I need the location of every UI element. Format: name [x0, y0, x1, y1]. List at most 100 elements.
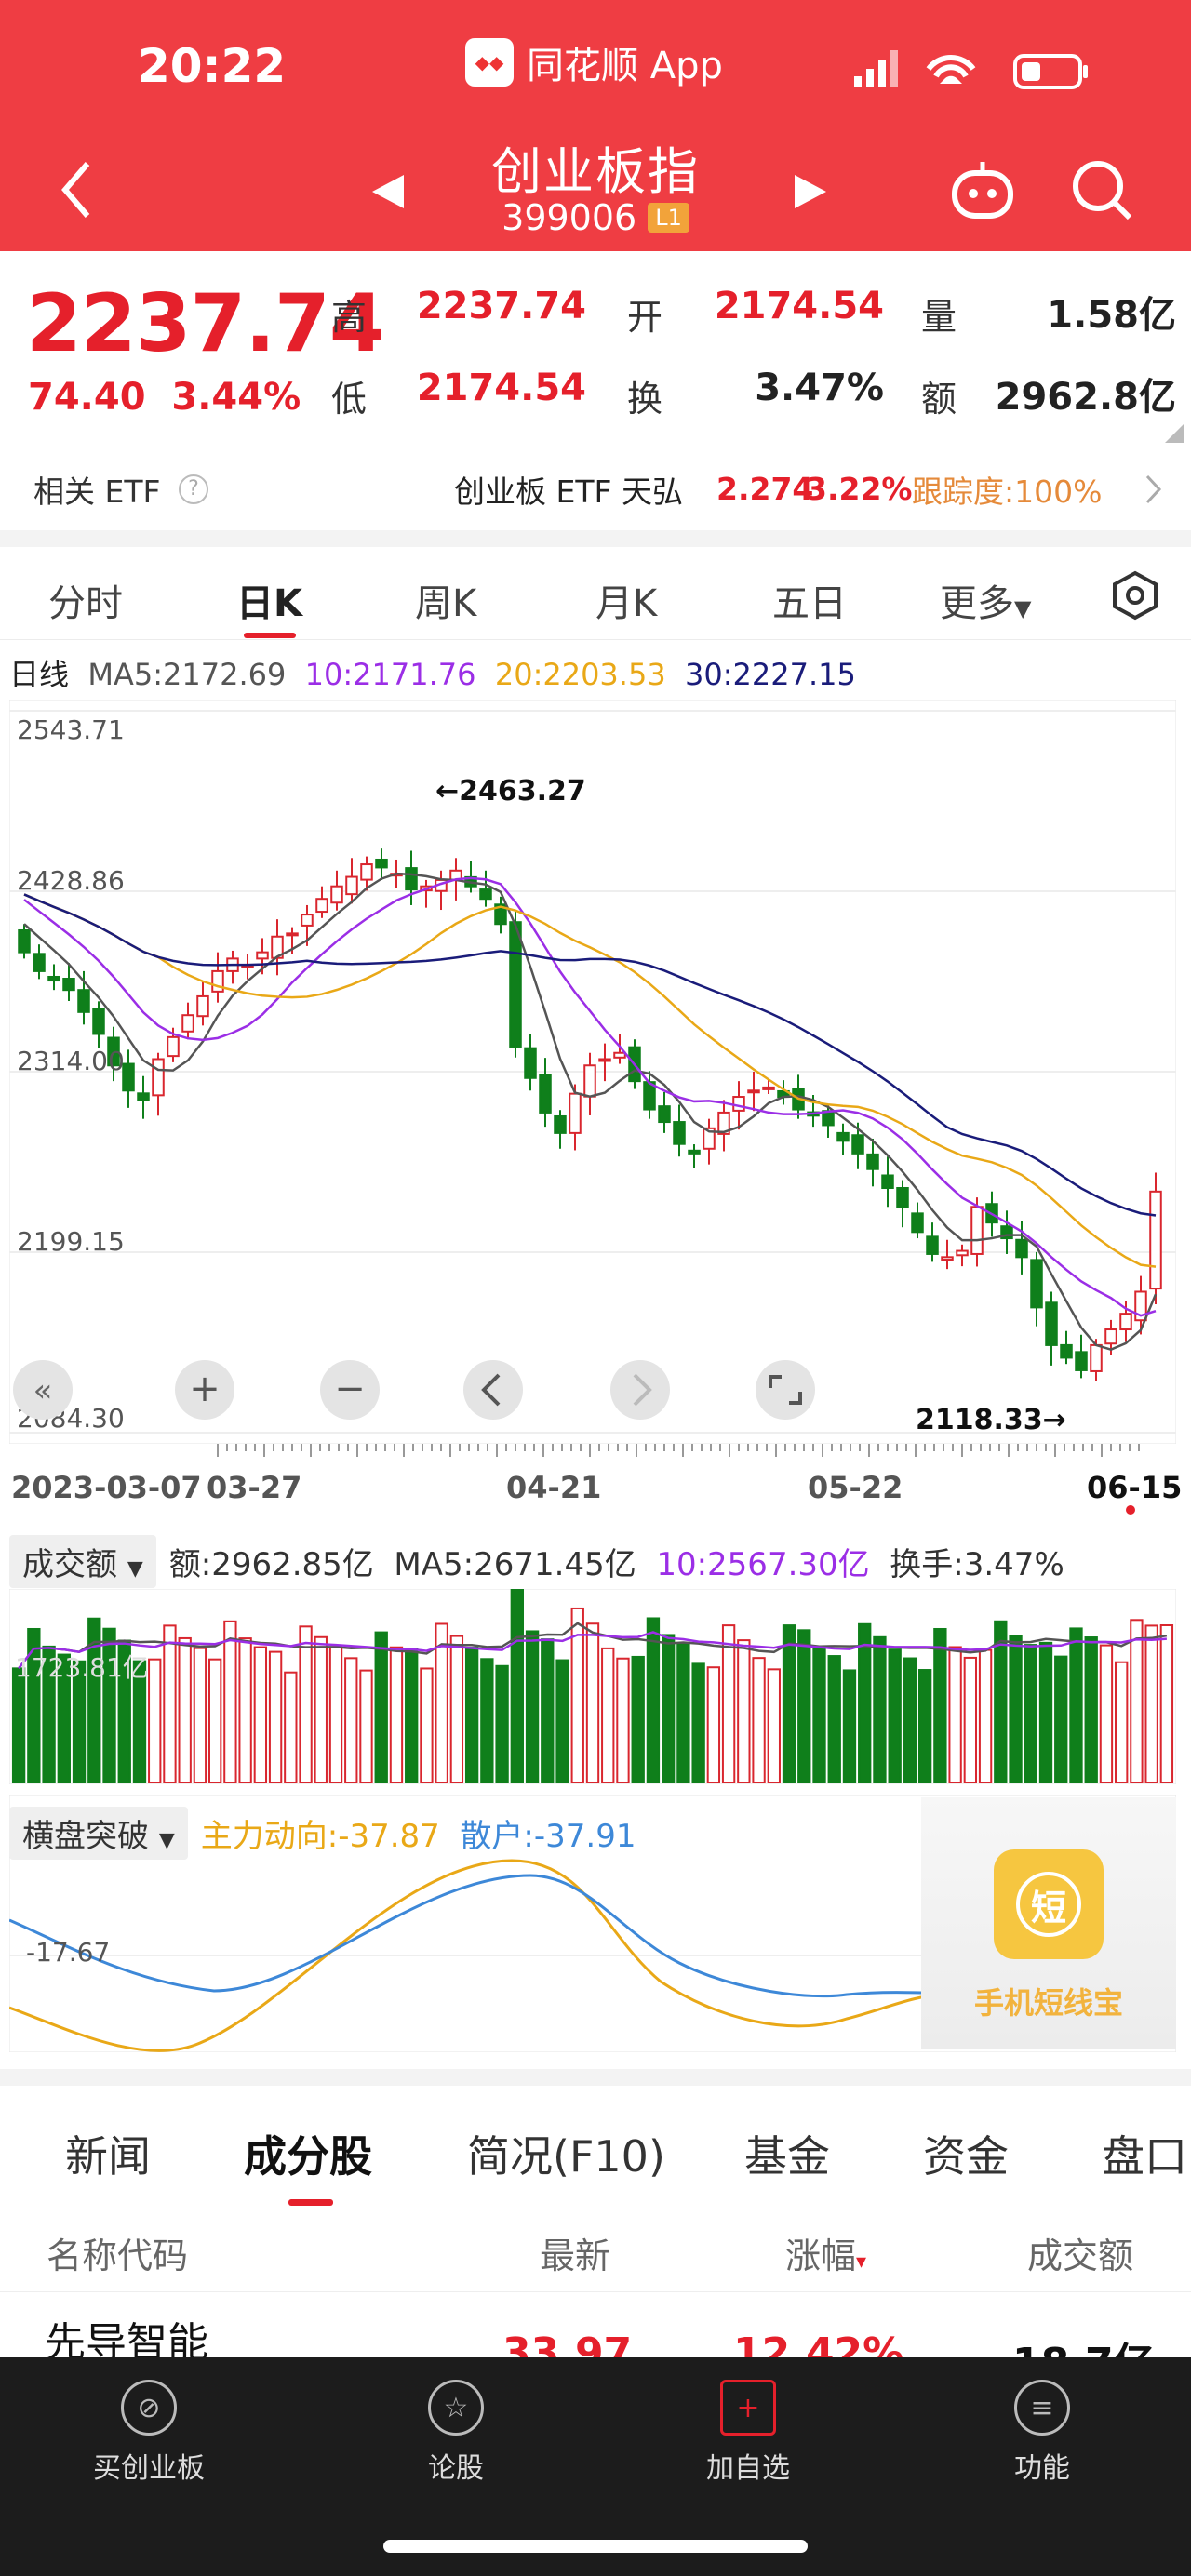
volume-bar: [148, 1658, 162, 1783]
volume-bar: [1038, 1641, 1053, 1783]
nav-add-watch[interactable]: + 加自选: [655, 2380, 841, 2486]
status-app: ◆◆ 同花顺 App: [465, 35, 723, 89]
high-value: 2237.74: [416, 285, 586, 327]
nav-add-watch-label: 加自选: [706, 2452, 790, 2485]
volume-bar: [616, 1657, 630, 1783]
nav-buy[interactable]: ⊘ 买创业板: [56, 2380, 242, 2486]
candle-body: [539, 1074, 552, 1114]
chevron-right-icon[interactable]: [1144, 474, 1163, 505]
rewind-icon[interactable]: «: [33, 1372, 53, 1409]
indicator-selector[interactable]: 横盘突破 ▼: [9, 1806, 188, 1860]
status-icons: [854, 50, 1088, 89]
col-change-label: 涨幅: [785, 2236, 857, 2276]
tab-orderbook[interactable]: 盘口: [1102, 2131, 1187, 2182]
nav-discuss[interactable]: ☆ 论股: [363, 2380, 549, 2486]
volume-ma5: MA5:2671.45亿: [394, 1545, 636, 1583]
candle-body: [196, 994, 209, 1018]
candle-body: [851, 1134, 864, 1155]
scroll-left-icon[interactable]: [481, 1373, 501, 1407]
zoom-out-icon[interactable]: −: [334, 1368, 366, 1410]
volume-bar: [359, 1669, 373, 1783]
search-icon[interactable]: [1070, 158, 1135, 223]
volume-bar: [510, 1589, 525, 1783]
volume-bar: [238, 1637, 252, 1783]
tab-capital[interactable]: 资金: [923, 2131, 1009, 2182]
ma5-value: MA5:2172.69: [87, 657, 287, 692]
tab-intraday[interactable]: 分时: [48, 582, 123, 625]
next-stock-icon[interactable]: [791, 173, 828, 210]
fullscreen-icon[interactable]: [769, 1375, 802, 1405]
col-latest[interactable]: 最新: [540, 2236, 611, 2276]
expand-corner-icon[interactable]: [1165, 424, 1184, 443]
back-icon[interactable]: [60, 160, 97, 220]
candle-body: [1119, 1313, 1132, 1331]
candle-body: [152, 1058, 165, 1097]
nav-buy-label: 买创业板: [93, 2452, 205, 2485]
tab-five-day[interactable]: 五日: [772, 582, 847, 625]
table-row[interactable]: 先导智能 33.97 12.42% 18.7亿: [0, 2292, 1191, 2357]
promo-badge: 短: [994, 1849, 1104, 1959]
volume-bar: [72, 1660, 87, 1784]
tab-daily[interactable]: 日K: [236, 582, 302, 625]
volume-bar: [314, 1635, 328, 1783]
period-tabs: 分时 日K 周K 月K 五日 更多▼: [0, 547, 1191, 640]
active-tab-indicator: [244, 633, 296, 638]
date-tick: 03-27: [207, 1470, 302, 1505]
tab-monthly[interactable]: 月K: [596, 582, 658, 625]
stock-code-value: 399006: [502, 197, 637, 238]
col-amount[interactable]: 成交额: [1027, 2236, 1134, 2276]
zoom-in-icon[interactable]: +: [189, 1368, 221, 1410]
volume-selector-label: 成交额: [22, 1545, 117, 1583]
settings-hexagon-icon[interactable]: [1109, 569, 1161, 621]
related-etf-row[interactable]: 相关 ETF ? 创业板 ETF 天弘 2.274 3.22% 跟踪度:100%: [0, 447, 1191, 530]
volume-chart[interactable]: 1723.81亿: [9, 1589, 1176, 1784]
tab-profile[interactable]: 简况(F10): [467, 2131, 665, 2182]
candle-body: [494, 903, 507, 926]
nav-functions-label: 功能: [1014, 2452, 1070, 2485]
candle-body: [1000, 1225, 1013, 1240]
prev-stock-icon[interactable]: [370, 173, 408, 210]
help-icon[interactable]: ?: [179, 474, 208, 504]
page-title: 创业板指: [491, 142, 700, 201]
volume-tick: 1723.81亿: [15, 1652, 149, 1683]
ma-period-label: 日线: [9, 657, 70, 692]
volume-bar: [163, 1624, 177, 1783]
sort-icon: ▾: [856, 2250, 867, 2274]
robot-icon[interactable]: [949, 156, 1016, 223]
open-label: 开: [627, 297, 663, 338]
candle-body: [167, 1035, 180, 1058]
low-label: 低: [331, 379, 368, 420]
turnover-value: 3.47%: [755, 367, 884, 409]
table-header: 名称代码 最新 涨幅▾ 成交额: [0, 2190, 1191, 2292]
nav-functions[interactable]: ≡ 功能: [949, 2380, 1135, 2486]
volume-turnover: 换手:3.47%: [890, 1545, 1064, 1583]
col-change[interactable]: 涨幅▾: [785, 2227, 866, 2278]
etf-pct: 3.22%: [806, 471, 913, 507]
candle-body: [405, 867, 418, 891]
candle-body: [375, 858, 388, 869]
info-tabs: 新闻 成分股 简况(F10) 基金 资金 盘口: [0, 2069, 1191, 2206]
tab-news[interactable]: 新闻: [65, 2131, 151, 2182]
scroll-right-icon[interactable]: [633, 1373, 652, 1407]
candle-body: [583, 1064, 596, 1098]
candle-body: [62, 978, 75, 992]
candle-body: [836, 1131, 850, 1142]
candle-body: [47, 975, 60, 982]
tab-constituents[interactable]: 成分股: [244, 2131, 372, 2182]
volume-bar: [193, 1647, 207, 1784]
promo-card[interactable]: 短 手机短线宝: [921, 1797, 1176, 2049]
tab-more-label: 更多: [940, 582, 1014, 625]
col-name[interactable]: 名称代码: [47, 2236, 189, 2276]
volume-bar: [480, 1658, 494, 1784]
volume-bar: [827, 1655, 841, 1783]
etf-label: 相关 ETF: [33, 473, 161, 510]
volume-value: 1.58亿: [1047, 294, 1176, 337]
tab-weekly[interactable]: 周K: [415, 582, 477, 625]
candle-body: [554, 1114, 567, 1134]
volume-selector[interactable]: 成交额 ▼: [9, 1534, 156, 1588]
volume-bar: [994, 1620, 1008, 1784]
date-tick: 05-22: [808, 1470, 903, 1505]
tab-fund[interactable]: 基金: [744, 2131, 830, 2182]
tab-more[interactable]: 更多▼: [940, 573, 1031, 627]
